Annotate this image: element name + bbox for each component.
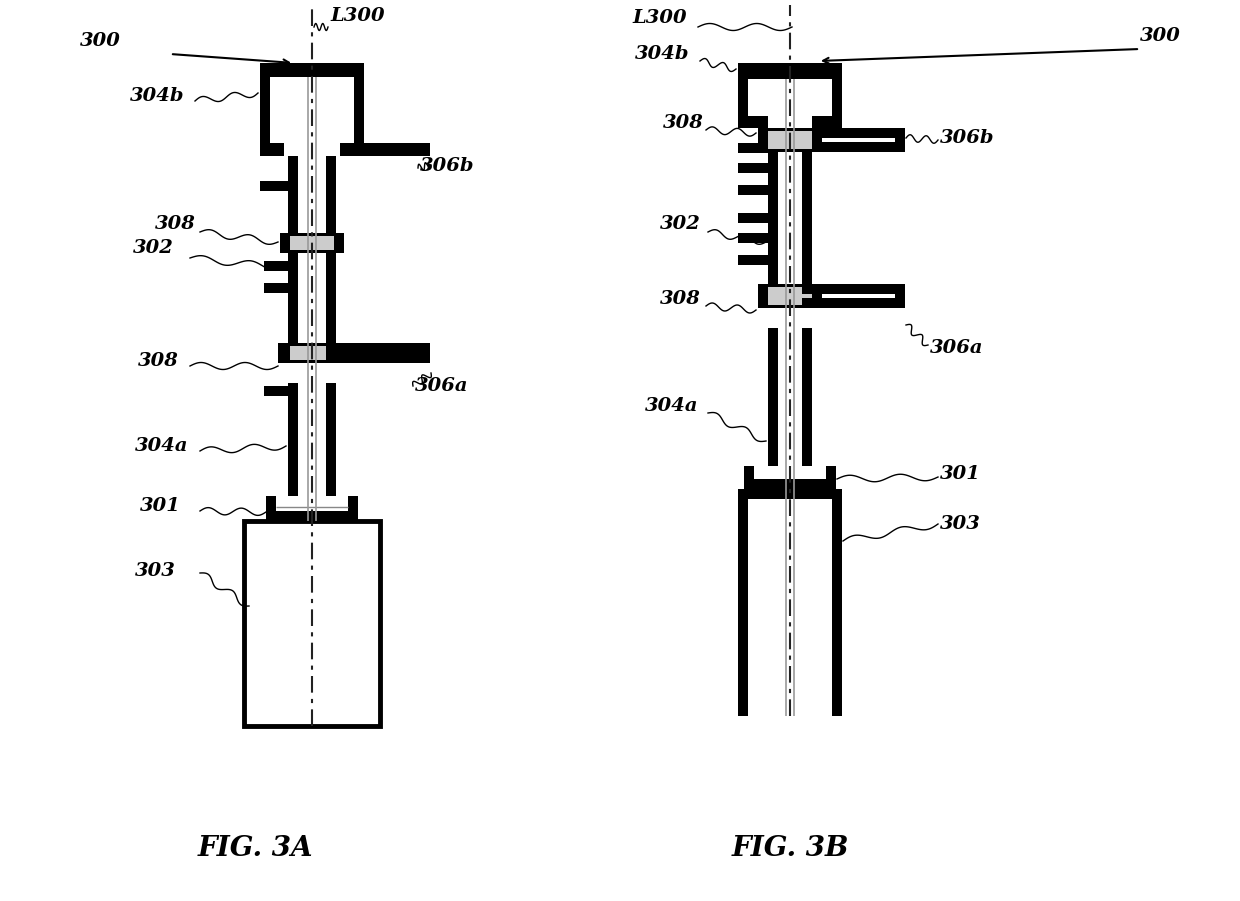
Bar: [326, 383, 336, 496]
Bar: [832, 489, 842, 716]
Bar: [264, 261, 288, 271]
Text: 304a: 304a: [645, 397, 698, 415]
Bar: [420, 343, 430, 363]
Bar: [802, 298, 905, 308]
Text: 301: 301: [940, 465, 981, 483]
Bar: [326, 343, 430, 353]
Bar: [812, 116, 842, 128]
Text: 304a: 304a: [135, 437, 188, 455]
Bar: [340, 143, 430, 153]
Bar: [420, 143, 430, 156]
Bar: [288, 156, 298, 233]
Bar: [326, 156, 336, 233]
Bar: [340, 146, 430, 156]
Bar: [802, 328, 812, 466]
Bar: [277, 496, 348, 511]
Bar: [744, 466, 836, 489]
Bar: [768, 152, 777, 308]
Bar: [738, 233, 768, 243]
Bar: [738, 489, 842, 499]
Text: 303: 303: [135, 562, 176, 580]
Bar: [326, 353, 430, 363]
Bar: [768, 328, 777, 466]
Bar: [738, 63, 842, 79]
Bar: [260, 63, 365, 77]
Bar: [260, 77, 270, 143]
Text: 308: 308: [663, 114, 704, 132]
Text: 308: 308: [155, 215, 196, 233]
Bar: [290, 346, 334, 360]
Text: 301: 301: [140, 497, 181, 515]
Text: L300: L300: [632, 9, 687, 27]
Bar: [264, 386, 288, 396]
Bar: [288, 383, 298, 496]
Bar: [738, 163, 768, 173]
Bar: [738, 489, 748, 716]
Bar: [758, 284, 822, 308]
Text: 306b: 306b: [420, 157, 475, 175]
Text: 300: 300: [1140, 27, 1180, 45]
Bar: [802, 284, 905, 294]
Text: 300: 300: [81, 32, 120, 50]
Bar: [260, 181, 288, 191]
Bar: [738, 213, 768, 223]
Bar: [768, 131, 812, 149]
Text: 302: 302: [660, 215, 701, 233]
Bar: [278, 343, 288, 363]
Bar: [288, 253, 298, 363]
Text: 308: 308: [660, 290, 701, 308]
Bar: [280, 233, 343, 253]
Text: 306a: 306a: [415, 377, 469, 395]
Bar: [353, 77, 365, 143]
Bar: [812, 128, 905, 138]
Bar: [244, 521, 379, 726]
Bar: [738, 143, 768, 153]
Text: FIG. 3B: FIG. 3B: [732, 835, 848, 862]
Bar: [260, 143, 284, 156]
Bar: [738, 255, 768, 265]
Bar: [895, 128, 905, 152]
Text: 306a: 306a: [930, 339, 983, 357]
Bar: [802, 152, 812, 308]
Bar: [267, 496, 358, 521]
Text: 304b: 304b: [130, 87, 185, 105]
Text: 304b: 304b: [635, 45, 689, 63]
Text: 303: 303: [940, 515, 981, 533]
Text: 308: 308: [138, 352, 179, 370]
Bar: [738, 116, 768, 128]
Bar: [754, 466, 826, 479]
Bar: [738, 79, 748, 116]
Text: 306b: 306b: [940, 129, 994, 147]
Bar: [326, 253, 336, 363]
Bar: [812, 142, 905, 152]
Bar: [738, 185, 768, 195]
Bar: [280, 343, 343, 363]
Bar: [264, 283, 288, 293]
Bar: [290, 236, 334, 250]
Bar: [895, 284, 905, 308]
Text: FIG. 3A: FIG. 3A: [197, 835, 312, 862]
Text: 302: 302: [133, 239, 174, 257]
Bar: [768, 287, 812, 305]
Bar: [758, 128, 822, 152]
Bar: [340, 143, 365, 156]
Bar: [832, 79, 842, 116]
Text: L300: L300: [330, 7, 384, 25]
